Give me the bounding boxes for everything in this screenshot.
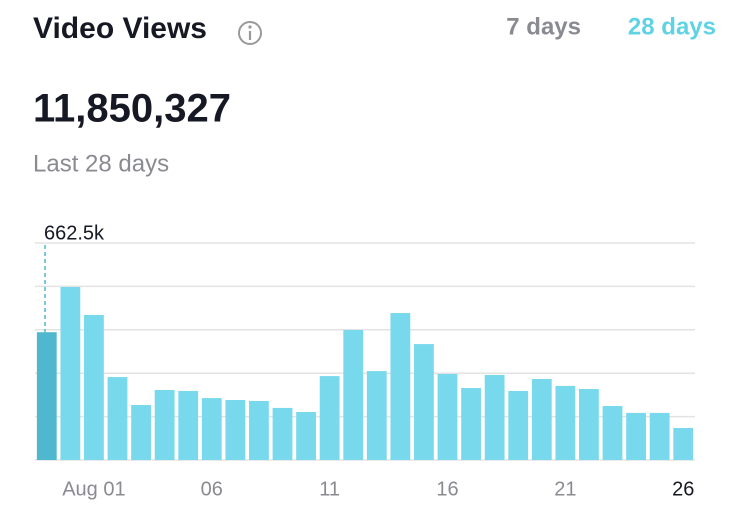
bar	[390, 313, 411, 460]
x-tick-label: 21	[554, 478, 576, 500]
bar	[201, 398, 222, 460]
bar	[154, 389, 175, 460]
total: 11,850,327	[33, 87, 231, 131]
bar	[555, 385, 576, 460]
bar	[131, 405, 151, 460]
title: Video Views	[33, 12, 207, 45]
bar	[414, 344, 434, 460]
x-tick-label: 06	[201, 478, 223, 500]
bar	[249, 400, 269, 460]
bar	[626, 412, 646, 460]
bar	[178, 390, 199, 460]
bar	[531, 378, 552, 460]
bar	[649, 412, 670, 460]
bar	[36, 332, 57, 460]
bar	[84, 314, 104, 460]
info-icon[interactable]	[238, 21, 262, 45]
bar	[484, 374, 505, 460]
tab[interactable]: 7 days	[506, 13, 581, 40]
bar	[437, 373, 458, 460]
subtitle: Last 28 days	[33, 150, 169, 177]
bar	[673, 427, 694, 460]
bar	[272, 407, 293, 460]
bar	[461, 388, 481, 460]
bar	[602, 405, 623, 460]
x-tick-label: 26	[672, 478, 694, 500]
x-tick-label: 16	[436, 478, 458, 500]
x-tick-label: Aug 01	[62, 478, 125, 500]
value-label: 662.5k	[44, 222, 105, 244]
bar	[366, 371, 387, 460]
bar	[508, 390, 529, 460]
bar	[107, 377, 128, 460]
bar	[296, 411, 316, 460]
bar	[225, 400, 246, 460]
bar	[319, 376, 340, 460]
tab-active[interactable]: 28 days	[628, 13, 716, 40]
bar	[343, 329, 364, 460]
x-tick-label: 11	[319, 478, 340, 500]
bar	[579, 389, 599, 460]
bar	[60, 286, 81, 460]
